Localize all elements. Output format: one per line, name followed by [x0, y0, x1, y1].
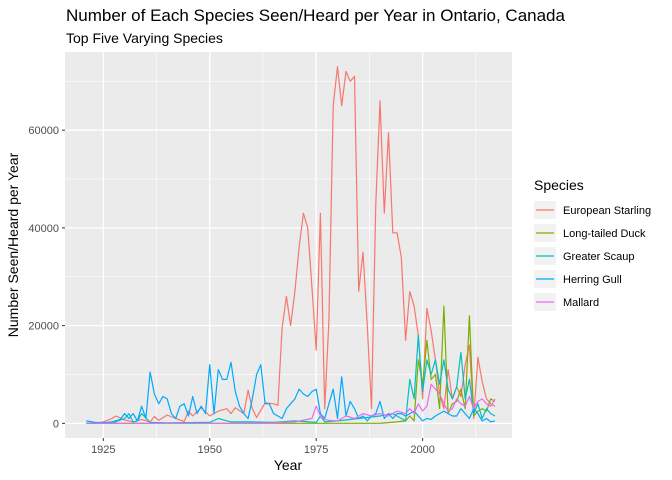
series-layer	[86, 66, 496, 424]
series-line-herring-gull	[86, 361, 496, 424]
y-axis: 0 20000 40000 60000	[28, 125, 65, 430]
y-axis-title: Number Seen/Heard per Year	[5, 152, 21, 337]
series-line-european-starling	[86, 66, 496, 424]
chart-subtitle: Top Five Varying Species	[66, 30, 223, 46]
y-tick-label: 20000	[28, 321, 59, 333]
plot-panel	[65, 52, 512, 438]
legend-label-european-starling: European Starling	[563, 205, 651, 217]
series-line-long-tailed-duck	[86, 305, 496, 424]
x-tick-label: 1950	[198, 444, 222, 456]
chart-title: Number of Each Species Seen/Heard per Ye…	[66, 6, 566, 25]
legend-label-mallard: Mallard	[563, 297, 599, 309]
series-line-greater-scaup	[86, 334, 496, 424]
x-axis-title: Year	[274, 457, 303, 473]
y-tick-label: 0	[53, 418, 59, 430]
y-tick-label: 60000	[28, 125, 59, 137]
x-tick-label: 2000	[410, 444, 434, 456]
series-line-mallard	[86, 383, 496, 424]
legend-label-greater-scaup: Greater Scaup	[563, 251, 635, 263]
legend-label-long-tailed-duck: Long-tailed Duck	[563, 228, 646, 240]
y-tick-label: 40000	[28, 223, 59, 235]
x-axis: 1925 1950 1975 2000	[91, 438, 435, 456]
x-tick-label: 1975	[304, 444, 328, 456]
legend: Species European Starling Long-tailed Duc…	[534, 177, 651, 311]
x-tick-label: 1925	[91, 444, 115, 456]
legend-label-herring-gull: Herring Gull	[563, 274, 622, 286]
grid-minor	[65, 52, 512, 438]
legend-title: Species	[534, 177, 584, 193]
